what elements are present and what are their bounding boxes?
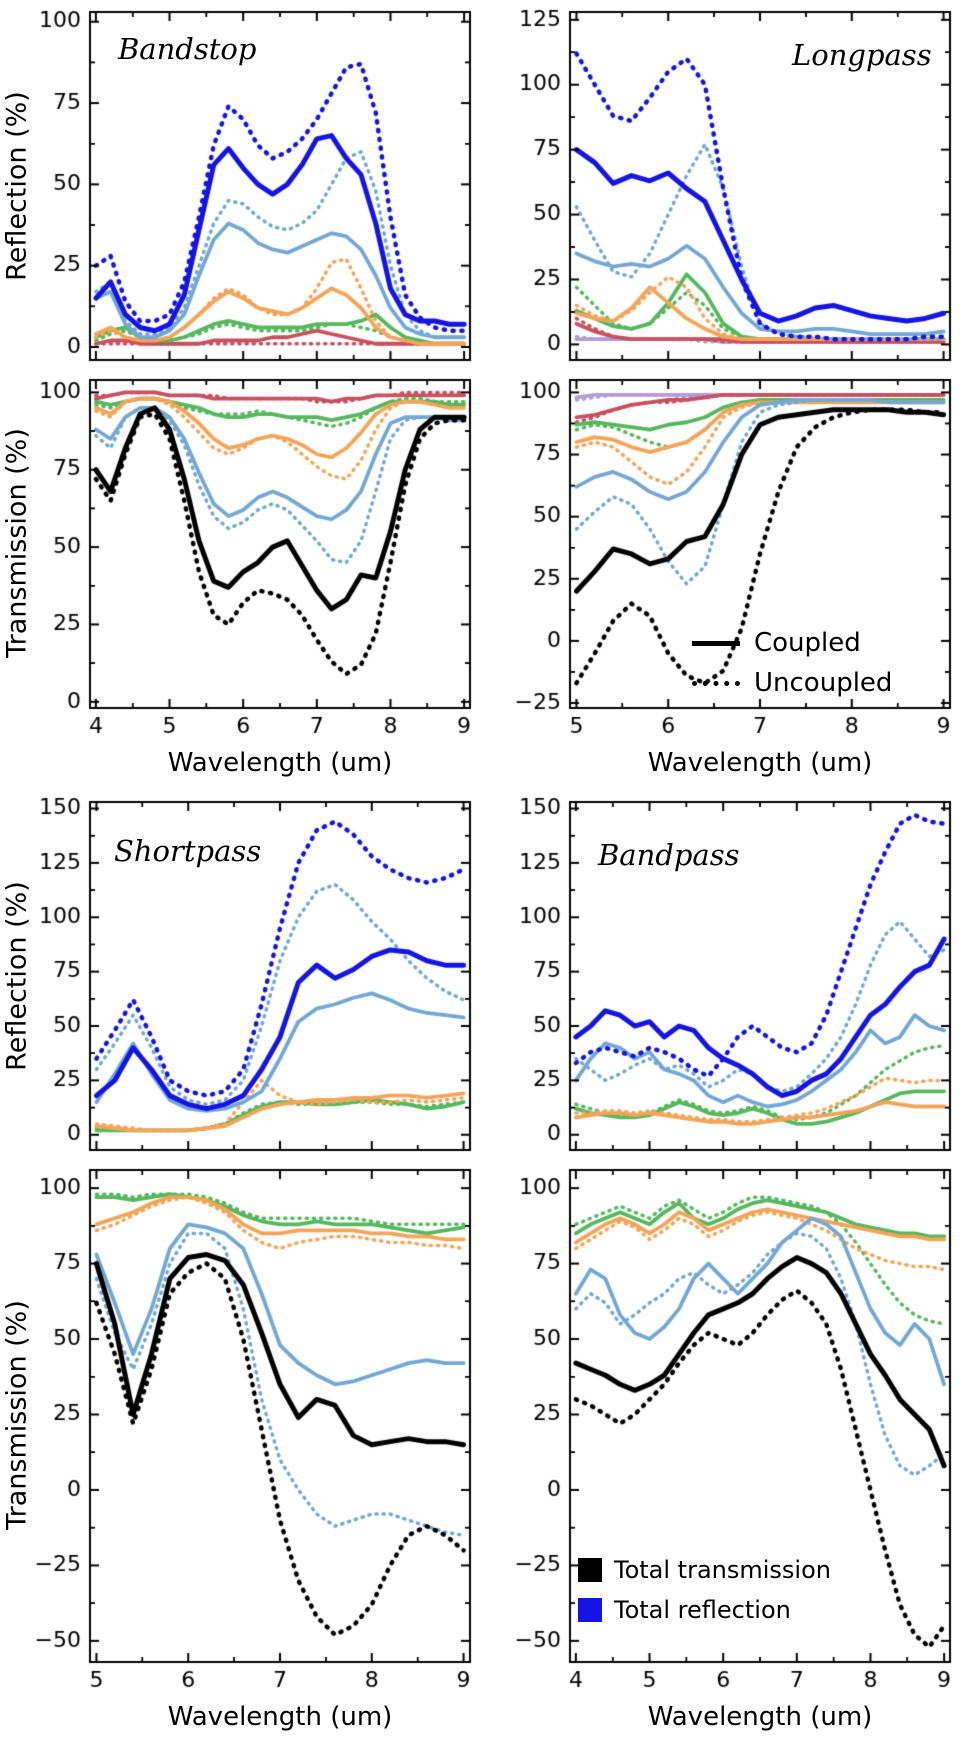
coupled-label: Coupled xyxy=(754,628,861,658)
bandstop-transmission-plot xyxy=(20,372,480,746)
coupling-legend-row-coupled: Coupled xyxy=(692,628,892,658)
panel-title-shortpass: Shortpass xyxy=(114,834,262,868)
uncoupled-line-swatch xyxy=(692,680,740,686)
longpass-reflection-plot xyxy=(500,4,960,368)
transmission-y-axis-label-bottom: Transmission (%) xyxy=(1,1300,33,1530)
panel-title-longpass: Longpass xyxy=(792,38,932,72)
uncoupled-label: Uncoupled xyxy=(754,668,893,698)
panel-title-bandstop: Bandstop xyxy=(118,32,257,66)
shortpass-transmission-plot xyxy=(20,1162,480,1700)
x-axis-label-bandpass: Wavelength (um) xyxy=(647,1702,873,1732)
bandpass-reflection-plot xyxy=(500,794,960,1158)
bandstop-reflection-plot xyxy=(20,4,480,368)
panel-title-bandpass: Bandpass xyxy=(598,838,740,872)
coupled-line-swatch xyxy=(692,640,740,646)
reflection-y-axis-label-top: Reflection (%) xyxy=(1,91,33,281)
reflection-y-axis-label-bottom: Reflection (%) xyxy=(1,881,33,1071)
total-transmission-swatch xyxy=(578,1558,602,1582)
totals-legend-row-transmission: Total transmission xyxy=(578,1556,831,1584)
coupling-legend: Coupled Uncoupled xyxy=(692,628,892,698)
x-axis-label-longpass: Wavelength (um) xyxy=(647,748,873,778)
totals-legend-row-reflection: Total reflection xyxy=(578,1596,831,1624)
transmission-y-axis-label-top: Transmission (%) xyxy=(1,428,33,658)
x-axis-label-bandstop: Wavelength (um) xyxy=(167,748,393,778)
total-reflection-label: Total reflection xyxy=(614,1596,791,1624)
bandpass-transmission-plot xyxy=(500,1162,960,1700)
totals-legend: Total transmission Total reflection xyxy=(578,1556,831,1624)
total-transmission-label: Total transmission xyxy=(614,1556,831,1584)
total-reflection-swatch xyxy=(578,1598,602,1622)
shortpass-reflection-plot xyxy=(20,794,480,1158)
coupling-legend-row-uncoupled: Uncoupled xyxy=(692,668,892,698)
x-axis-label-shortpass: Wavelength (um) xyxy=(167,1702,393,1732)
